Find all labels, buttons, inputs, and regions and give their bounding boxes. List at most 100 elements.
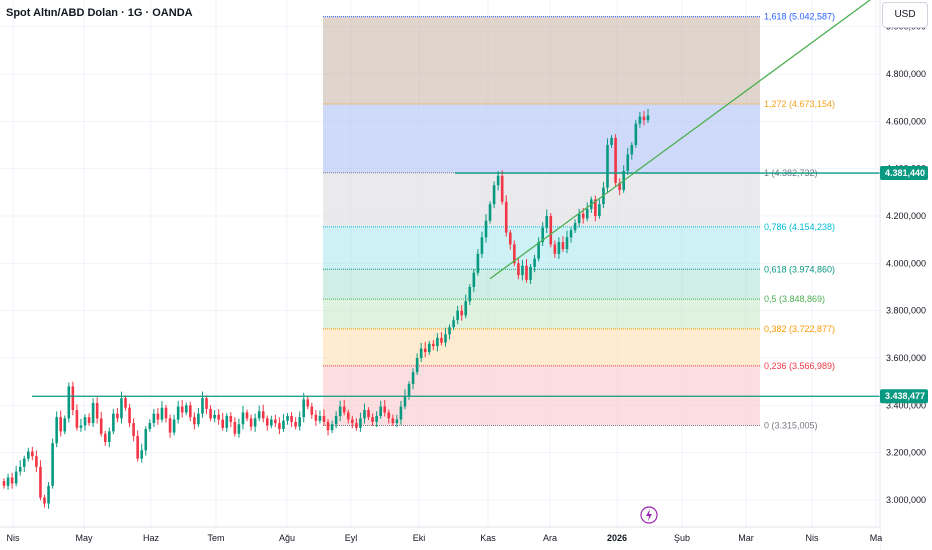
candle[interactable] bbox=[500, 170, 504, 205]
candle[interactable] bbox=[517, 258, 520, 280]
candle[interactable] bbox=[468, 284, 472, 306]
candle[interactable] bbox=[521, 260, 524, 281]
candle[interactable] bbox=[160, 401, 164, 423]
candle[interactable] bbox=[626, 147, 630, 176]
candle[interactable] bbox=[286, 413, 289, 425]
candle[interactable] bbox=[164, 404, 168, 423]
candle[interactable] bbox=[124, 395, 127, 411]
candle[interactable] bbox=[480, 231, 484, 258]
candle[interactable] bbox=[355, 418, 358, 431]
candle[interactable] bbox=[444, 327, 447, 347]
candle[interactable] bbox=[176, 400, 180, 424]
candle[interactable] bbox=[363, 403, 366, 424]
candle[interactable] bbox=[379, 400, 382, 419]
candle[interactable] bbox=[14, 465, 18, 487]
candle[interactable] bbox=[314, 410, 318, 426]
candle[interactable] bbox=[423, 341, 427, 358]
candle[interactable] bbox=[43, 494, 46, 508]
candle[interactable] bbox=[525, 259, 528, 283]
candle[interactable] bbox=[209, 405, 212, 422]
candle[interactable] bbox=[338, 400, 342, 422]
candle[interactable] bbox=[533, 254, 536, 273]
candle[interactable] bbox=[306, 396, 310, 410]
candle[interactable] bbox=[302, 392, 306, 423]
candle[interactable] bbox=[460, 304, 463, 321]
candle[interactable] bbox=[205, 395, 208, 415]
candle[interactable] bbox=[334, 411, 338, 429]
candle[interactable] bbox=[197, 407, 200, 428]
candle[interactable] bbox=[136, 430, 139, 462]
candle[interactable] bbox=[391, 414, 395, 426]
candle[interactable] bbox=[529, 264, 532, 284]
candle[interactable] bbox=[47, 482, 50, 509]
candle[interactable] bbox=[168, 414, 172, 438]
candle[interactable] bbox=[249, 414, 253, 431]
candle[interactable] bbox=[225, 413, 229, 432]
candle[interactable] bbox=[140, 443, 144, 463]
candle[interactable] bbox=[83, 414, 87, 431]
candle[interactable] bbox=[229, 412, 233, 428]
candle[interactable] bbox=[128, 403, 131, 428]
candle[interactable] bbox=[561, 236, 565, 252]
candle[interactable] bbox=[180, 399, 184, 418]
candle[interactable] bbox=[403, 389, 407, 410]
candle[interactable] bbox=[290, 412, 293, 428]
candle[interactable] bbox=[245, 409, 249, 422]
candle[interactable] bbox=[63, 415, 67, 435]
candle[interactable] bbox=[371, 413, 374, 426]
candle[interactable] bbox=[59, 410, 63, 437]
candle[interactable] bbox=[464, 294, 468, 319]
candle[interactable] bbox=[213, 410, 216, 423]
candle[interactable] bbox=[184, 402, 188, 416]
candle[interactable] bbox=[35, 450, 38, 473]
candle[interactable] bbox=[436, 333, 439, 352]
candle[interactable] bbox=[383, 399, 387, 417]
candle[interactable] bbox=[156, 407, 160, 425]
candle[interactable] bbox=[537, 237, 540, 262]
candle[interactable] bbox=[577, 208, 581, 228]
candle[interactable] bbox=[148, 419, 152, 432]
candle[interactable] bbox=[221, 412, 225, 431]
candle[interactable] bbox=[270, 415, 273, 429]
candle[interactable] bbox=[476, 249, 480, 276]
candle[interactable] bbox=[351, 415, 354, 429]
candle[interactable] bbox=[51, 438, 54, 489]
candle[interactable] bbox=[79, 418, 83, 432]
candle[interactable] bbox=[646, 108, 650, 123]
candle[interactable] bbox=[95, 397, 99, 424]
candle[interactable] bbox=[18, 460, 22, 476]
candle[interactable] bbox=[39, 460, 42, 501]
candle[interactable] bbox=[496, 171, 500, 191]
candle[interactable] bbox=[322, 409, 326, 426]
candle[interactable] bbox=[22, 455, 26, 473]
candle[interactable] bbox=[585, 202, 589, 222]
candle[interactable] bbox=[440, 332, 443, 346]
candle[interactable] bbox=[375, 411, 378, 428]
candle[interactable] bbox=[606, 138, 609, 193]
lightning-icon[interactable] bbox=[640, 506, 658, 524]
candle[interactable] bbox=[492, 181, 496, 209]
candle[interactable] bbox=[172, 414, 176, 436]
candle[interactable] bbox=[541, 222, 544, 247]
candle[interactable] bbox=[456, 305, 459, 325]
candle[interactable] bbox=[642, 110, 646, 126]
candle[interactable] bbox=[253, 413, 257, 432]
candle[interactable] bbox=[112, 408, 115, 435]
trend-line[interactable] bbox=[489, 0, 871, 280]
candle[interactable] bbox=[330, 420, 334, 434]
candle[interactable] bbox=[598, 199, 601, 219]
candle[interactable] bbox=[610, 135, 613, 148]
candle[interactable] bbox=[91, 398, 95, 428]
candle[interactable] bbox=[10, 472, 14, 489]
candle[interactable] bbox=[452, 316, 455, 331]
candle[interactable] bbox=[310, 402, 314, 419]
candle[interactable] bbox=[152, 408, 156, 428]
candle[interactable] bbox=[217, 409, 220, 425]
candle[interactable] bbox=[594, 195, 597, 222]
candle[interactable] bbox=[120, 391, 123, 424]
candle[interactable] bbox=[387, 409, 391, 424]
candle[interactable] bbox=[318, 410, 322, 424]
candle[interactable] bbox=[614, 134, 617, 187]
candle[interactable] bbox=[326, 419, 330, 436]
